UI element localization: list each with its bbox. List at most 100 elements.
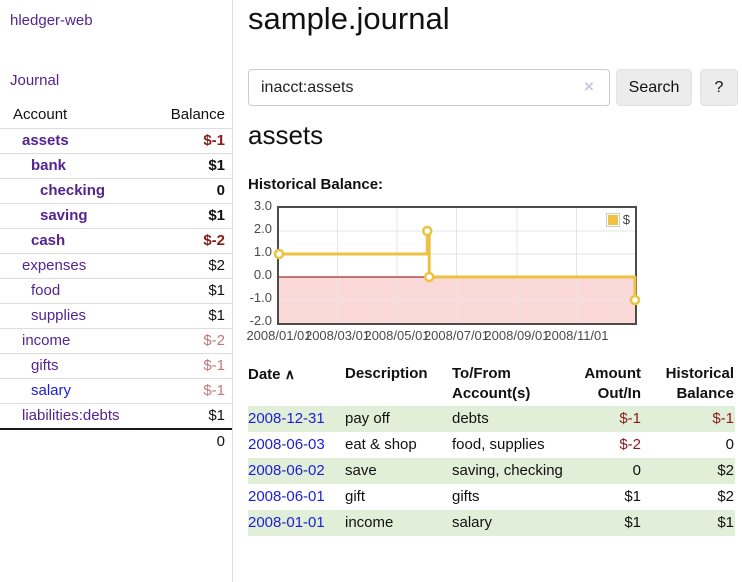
search-form: × Search ? [248, 69, 742, 106]
transaction-date-link[interactable]: 2008-01-01 [248, 514, 325, 531]
x-axis-tick-label: 2008/07/01 [423, 328, 490, 343]
legend-swatch-icon [605, 212, 620, 227]
search-input[interactable] [248, 69, 610, 106]
transaction-accounts: salary [452, 514, 493, 531]
transaction-balance: 0 [725, 436, 734, 453]
transaction-row: 2008-06-03 eat & shop food, supplies $-2 0 [248, 432, 735, 458]
transaction-balance: $2 [717, 488, 734, 505]
accounts-table: Account Balance assets $-1 bank $1 checking 0… [0, 104, 232, 454]
transaction-date-link[interactable]: 2008-06-02 [248, 462, 325, 479]
y-axis-tick-label: -2.0 [249, 313, 272, 328]
x-axis-tick-label: 2008/01/01 [246, 328, 312, 343]
account-row: checking 0 [0, 178, 232, 204]
y-axis-tick-label: 0.0 [253, 267, 272, 282]
chart-canvas [273, 208, 641, 323]
transaction-amount: $1 [624, 488, 641, 505]
account-row: assets $-1 [0, 128, 232, 154]
clear-search-icon[interactable]: × [584, 77, 594, 96]
chart-plot-area: $ [273, 206, 641, 325]
transaction-row: 2008-01-01 income salary $1 $1 [248, 510, 735, 536]
legend-label: $ [622, 212, 630, 227]
sidebar-account-link-supplies[interactable]: supplies [31, 307, 87, 324]
column-header-date[interactable]: Date ∧ [248, 366, 295, 383]
account-row: supplies $1 [0, 303, 232, 329]
column-header-balance: Historical Balance [665, 365, 734, 402]
transaction-date-link[interactable]: 2008-12-31 [248, 410, 325, 427]
sidebar-account-link-liabilities-debts[interactable]: liabilities:debts [22, 407, 120, 424]
y-axis-tick-label: 1.0 [253, 244, 272, 259]
app-brand-link[interactable]: hledger-web [10, 12, 93, 29]
x-axis-tick-label: 2008/11/01 [544, 328, 609, 343]
sidebar: hledger-web Journal Account Balance asse… [0, 0, 233, 582]
transaction-description: eat & shop [345, 436, 417, 453]
sidebar-account-link-expenses[interactable]: expenses [22, 257, 87, 274]
transaction-accounts: food, supplies [452, 436, 545, 453]
transaction-amount: $-1 [619, 410, 641, 427]
transaction-description: pay off [345, 410, 390, 427]
transaction-accounts: gifts [452, 488, 480, 505]
column-header-description: Description [345, 365, 428, 382]
sidebar-account-link-food[interactable]: food [31, 282, 61, 299]
help-button[interactable]: ? [700, 69, 738, 106]
account-row: cash $-2 [0, 228, 232, 254]
sidebar-account-link-salary[interactable]: salary [31, 382, 72, 399]
transaction-description: gift [345, 488, 366, 505]
x-axis-tick-label: 2008/03/01 [304, 328, 371, 343]
transaction-row: 2008-12-31 pay off debts $-1 $-1 [248, 406, 735, 432]
x-axis-tick-label: 2008/09/01 [484, 328, 550, 343]
account-balance: $2 [153, 253, 232, 279]
transaction-date-link[interactable]: 2008-06-03 [248, 436, 325, 453]
account-balance: $-2 [153, 228, 232, 254]
chart-legend: $ [605, 212, 630, 227]
accounts-total-row: 0 [0, 428, 232, 454]
transaction-row: 2008-06-02 save saving, checking 0 $2 [248, 458, 735, 484]
account-balance: $1 [153, 153, 232, 179]
transaction-accounts: saving, checking [452, 462, 563, 479]
y-axis-tick-label: -1.0 [249, 290, 272, 305]
transaction-description: save [345, 462, 377, 479]
account-balance: $-2 [153, 328, 232, 354]
account-row: saving $1 [0, 203, 232, 229]
transaction-row: 2008-06-01 gift gifts $1 $2 [248, 484, 735, 510]
account-row: salary $-1 [0, 378, 232, 404]
sidebar-account-link-gifts[interactable]: gifts [31, 357, 59, 374]
sidebar-account-link-assets[interactable]: assets [22, 132, 69, 149]
search-button[interactable]: Search [616, 69, 692, 106]
sidebar-account-link-bank[interactable]: bank [31, 157, 67, 174]
sidebar-account-link-checking[interactable]: checking [40, 182, 106, 199]
account-row: bank $1 [0, 153, 232, 179]
x-axis-tick-label: 2008/05/01 [364, 328, 430, 343]
accounts-total-value: 0 [153, 428, 232, 454]
accounts-header-account: Account [13, 106, 68, 123]
sidebar-account-link-income[interactable]: income [22, 332, 71, 349]
sidebar-account-link-cash[interactable]: cash [31, 232, 66, 249]
account-balance: $-1 [153, 378, 232, 404]
transaction-amount: $-2 [619, 436, 641, 453]
sidebar-item-journal[interactable]: Journal [10, 72, 60, 89]
transaction-balance: $1 [717, 514, 734, 531]
total-spacer [0, 428, 154, 454]
account-row: food $1 [0, 278, 232, 304]
transaction-accounts: debts [452, 410, 489, 427]
main-content: sample.journal × Search ? assets Histori… [246, 0, 742, 582]
transactions-table: Date ∧ Description To/From Account(s) Am… [248, 362, 735, 536]
account-balance: $1 [153, 303, 232, 329]
account-row: liabilities:debts $1 [0, 403, 232, 429]
account-balance: $1 [153, 203, 232, 229]
y-axis-tick-label: 2.0 [253, 221, 272, 236]
chart-title: Historical Balance: [248, 176, 384, 193]
account-row: income $-2 [0, 328, 232, 354]
sidebar-account-link-saving[interactable]: saving [40, 207, 88, 224]
transaction-date-link[interactable]: 2008-06-01 [248, 488, 325, 505]
account-balance: 0 [153, 178, 232, 204]
transaction-description: income [345, 514, 394, 531]
column-header-accounts: To/From Account(s) [452, 365, 531, 402]
account-heading: assets [248, 120, 324, 150]
account-balance: $-1 [153, 353, 232, 379]
sort-ascending-icon: ∧ [284, 366, 295, 382]
accounts-header-balance: Balance [170, 106, 225, 123]
account-row: expenses $2 [0, 253, 232, 279]
account-row: gifts $-1 [0, 353, 232, 379]
page-title: sample.journal [248, 1, 450, 36]
transaction-amount: $1 [624, 514, 641, 531]
